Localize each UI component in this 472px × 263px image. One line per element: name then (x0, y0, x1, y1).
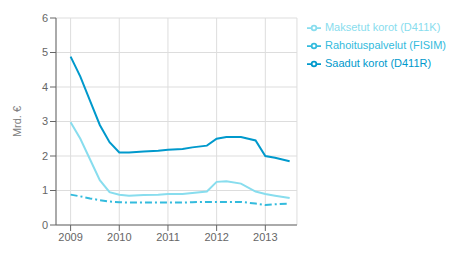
svg-text:0: 0 (42, 219, 48, 231)
html-text:Rahoituspalvelut (FISIM): Rahoituspalvelut (FISIM) (325, 39, 446, 51)
svg-text:Mrd. €: Mrd. € (11, 106, 23, 137)
svg-text:2011: 2011 (156, 231, 180, 243)
svg-text:2009: 2009 (58, 231, 82, 243)
svg-text:2: 2 (42, 150, 48, 162)
svg-text:5: 5 (42, 46, 48, 58)
html-text:Maksetut korot (D411K): Maksetut korot (D411K) (325, 21, 441, 33)
svg-text:1: 1 (42, 184, 48, 196)
svg-text:3: 3 (42, 115, 48, 127)
svg-text:4: 4 (42, 81, 48, 93)
svg-text:2010: 2010 (107, 231, 131, 243)
html-text:Saadut korot (D411R): Saadut korot (D411R) (325, 57, 432, 69)
svg-text:2012: 2012 (204, 231, 228, 243)
svg-text:6: 6 (42, 12, 48, 24)
svg-text:2013: 2013 (253, 231, 277, 243)
